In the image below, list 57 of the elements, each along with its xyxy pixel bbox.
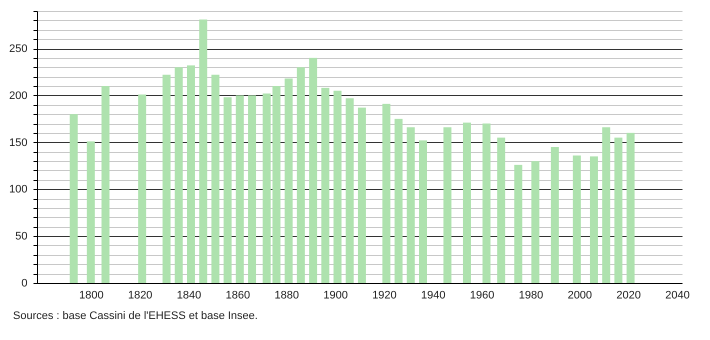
bar (248, 95, 256, 283)
bar (572, 155, 581, 283)
bar (138, 94, 146, 283)
bar (321, 88, 330, 283)
bar (382, 104, 390, 283)
bar (358, 108, 366, 283)
y-tick-label: 0 (21, 278, 28, 290)
bar (497, 138, 506, 283)
x-tick-label: 1820 (128, 290, 152, 302)
bar (186, 65, 195, 283)
bar (309, 58, 318, 283)
bar (199, 19, 208, 283)
bar (626, 132, 635, 283)
x-tick-label: 2040 (665, 290, 690, 302)
bar (236, 95, 244, 283)
bar (419, 140, 427, 283)
bar (334, 90, 342, 283)
bar (531, 161, 540, 283)
bar (394, 118, 403, 283)
x-tick-label: 1940 (421, 290, 446, 302)
bar (346, 98, 354, 283)
y-tick-label: 250 (9, 43, 28, 56)
bar (462, 122, 471, 283)
bar (406, 127, 415, 283)
y-tick-label: 50 (15, 230, 28, 243)
bar (443, 127, 452, 283)
bar (162, 74, 171, 283)
x-tick-label: 1840 (176, 290, 202, 302)
bar (211, 74, 220, 283)
y-tick-label: 200 (9, 90, 28, 102)
bar (102, 86, 110, 283)
x-tick-label: 1960 (470, 290, 494, 302)
bar (614, 138, 622, 283)
bar (296, 67, 305, 283)
bar (272, 86, 280, 283)
bar (602, 127, 610, 283)
bar (482, 124, 490, 283)
x-tick-label: 1920 (372, 290, 397, 302)
bar (262, 94, 271, 283)
y-tick-label: 100 (9, 184, 28, 196)
source-note: Sources : base Cassini de l'EHESS et base Insee. (13, 310, 258, 322)
x-tick-label: 1880 (274, 290, 299, 302)
x-tick-label: 2000 (568, 290, 592, 302)
x-tick-label: 1900 (323, 290, 348, 302)
x-tick-label: 1860 (226, 290, 250, 302)
bar (590, 156, 598, 283)
x-tick-label: 1800 (79, 290, 104, 302)
bar (174, 67, 183, 283)
x-tick-label: 2020 (616, 290, 641, 302)
bar (86, 141, 95, 283)
y-tick-label: 150 (9, 136, 28, 149)
bar (514, 164, 522, 283)
x-tick-label: 1980 (518, 290, 544, 302)
bar (70, 114, 78, 283)
bar (284, 78, 293, 283)
bar (224, 97, 232, 283)
bar (550, 147, 559, 283)
